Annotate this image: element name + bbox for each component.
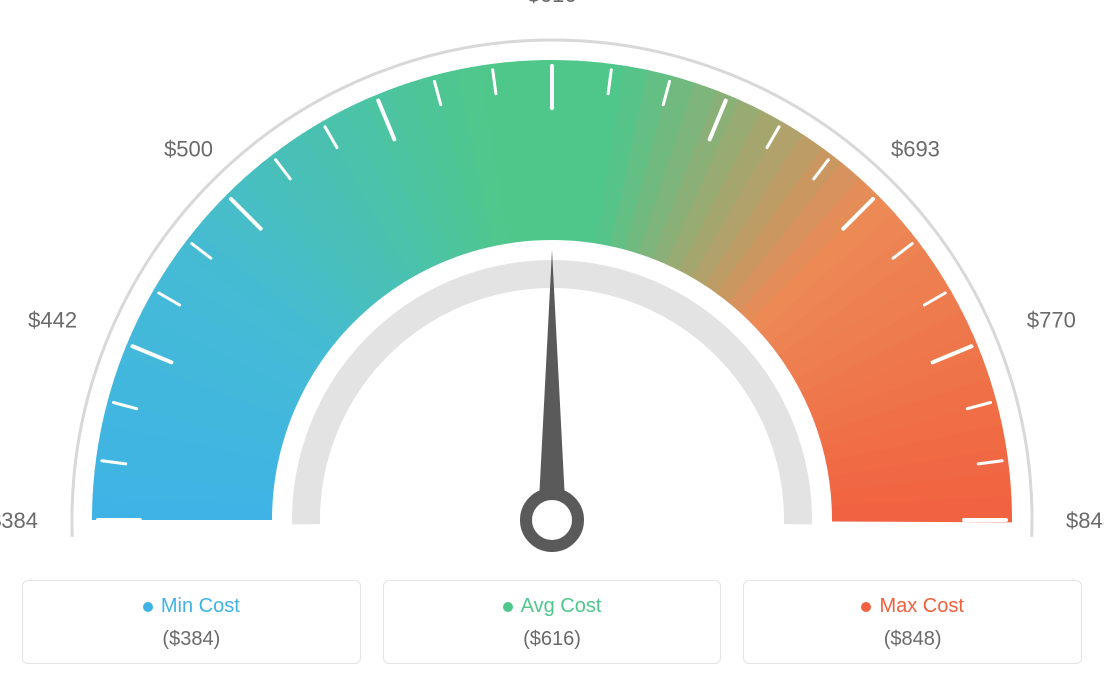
svg-text:$693: $693 <box>891 137 940 162</box>
legend-dot-min <box>143 602 153 612</box>
legend-label-min: Min Cost <box>161 595 240 618</box>
legend-label-max: Max Cost <box>879 595 963 618</box>
cost-gauge: $384 $442 $500 $616 $693 $770 $848 <box>0 0 1104 570</box>
svg-text:$442: $442 <box>28 307 77 332</box>
legend-card-avg: Avg Cost ($616) <box>383 580 722 664</box>
svg-text:$500: $500 <box>164 137 213 162</box>
svg-text:$770: $770 <box>1027 307 1076 332</box>
svg-text:$848: $848 <box>1066 508 1104 533</box>
legend-dot-max <box>861 602 871 612</box>
legend-dot-avg <box>503 602 513 612</box>
svg-text:$616: $616 <box>528 0 577 7</box>
legend-label-avg: Avg Cost <box>521 595 602 618</box>
legend-value-min: ($384) <box>162 628 220 651</box>
legend-card-max: Max Cost ($848) <box>743 580 1082 664</box>
legend-value-max: ($848) <box>884 628 942 651</box>
svg-text:$384: $384 <box>0 508 38 533</box>
legend-value-avg: ($616) <box>523 628 581 651</box>
legend-row: Min Cost ($384) Avg Cost ($616) Max Cost… <box>22 580 1082 664</box>
legend-card-min: Min Cost ($384) <box>22 580 361 664</box>
